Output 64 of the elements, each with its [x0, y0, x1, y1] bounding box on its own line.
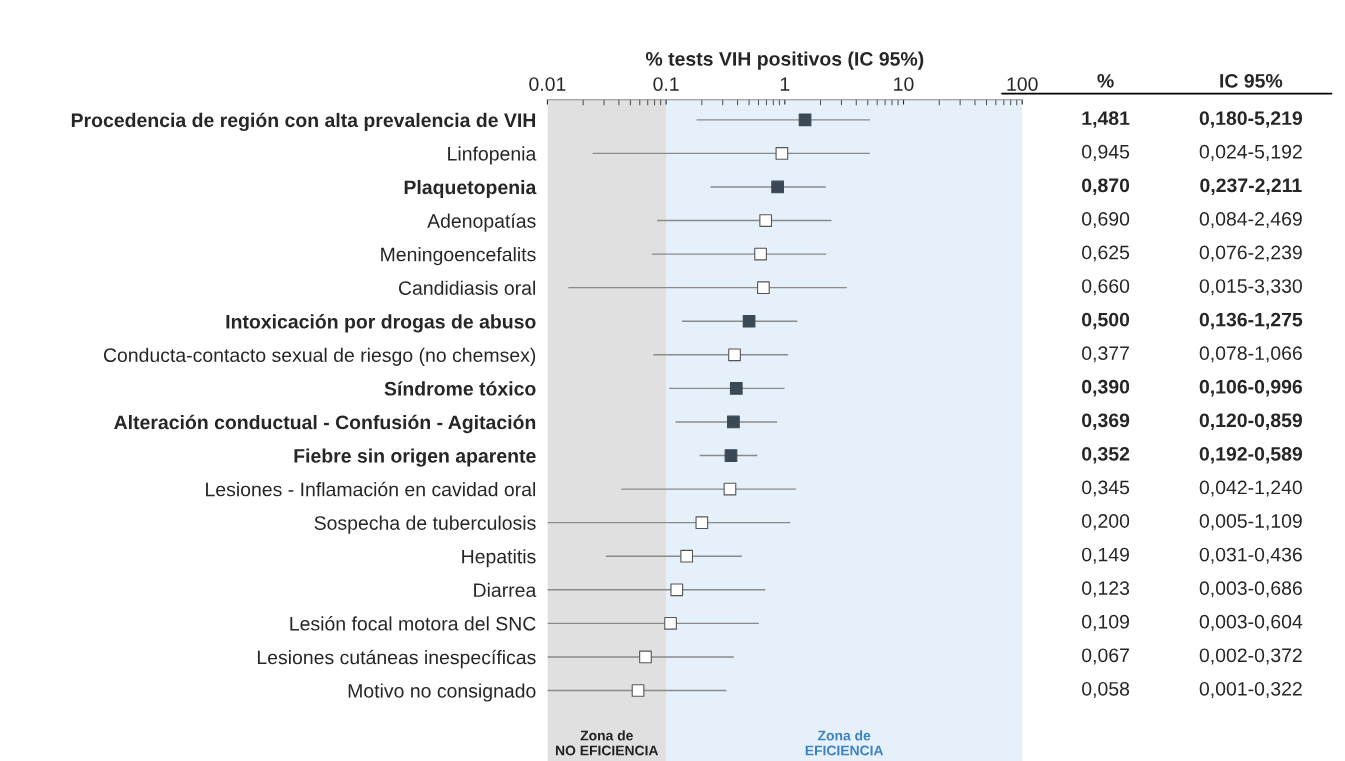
y-tick-label: Sospecha de tuberculosis — [314, 515, 536, 534]
data-label: 0,345 — [1082, 480, 1130, 497]
x-tick-label: 0.1 — [653, 77, 679, 91]
text: 0,120-0,859 — [1199, 413, 1303, 430]
y-tick-label: Fiebre sin origen aparente — [294, 448, 536, 467]
x-tick-label: 0.01 — [529, 77, 566, 91]
text: 0,237-2,211 — [1200, 178, 1302, 196]
data-label: 0,067 — [1082, 648, 1129, 665]
data-label: 1,481 — [1082, 111, 1130, 128]
text: 0,076-2,239 — [1199, 245, 1302, 262]
x-axis-title: % tests VIH positivos (IC 95%) — [645, 51, 924, 70]
y-tick-label: Diarrea — [474, 582, 537, 598]
text: 0,003-0,686 — [1199, 581, 1302, 598]
data-label: 0,625 — [1082, 245, 1130, 262]
y-tick-label: Candidiasis oral — [398, 280, 536, 295]
data-label: 0,123 — [1082, 581, 1130, 598]
text: 0,078-1,066 — [1199, 346, 1302, 363]
y-tick-label: Síndrome tóxico — [384, 381, 536, 396]
data-label: 0,660 — [1082, 279, 1130, 296]
text: 0,106-0,996 — [1199, 379, 1303, 397]
data-label: 0,390 — [1082, 379, 1130, 397]
band-label: Zona de EFICIENCIA — [805, 730, 884, 756]
text: 0,031-0,436 — [1199, 547, 1302, 564]
text: 0,015-3,330 — [1199, 279, 1302, 296]
data-label: 0,500 — [1082, 312, 1130, 330]
text: 0,001-0,322 — [1199, 681, 1302, 699]
data-label: 0,352 — [1082, 446, 1130, 464]
text: 0,192-0,589 — [1199, 446, 1303, 464]
text: IC 95% — [1220, 73, 1283, 88]
y-tick-label: Alteración conductual - Confusión - Agitación — [114, 414, 536, 434]
y-tick-label: Adenopatías — [427, 213, 536, 232]
x-tick-label: 10 — [894, 77, 914, 91]
text: 0,002-0,372 — [1199, 648, 1302, 665]
data-label: 0,377 — [1082, 346, 1129, 363]
text: 0,180-5,219 — [1199, 111, 1303, 128]
data-label: 0,945 — [1082, 144, 1130, 161]
data-label: 0,870 — [1082, 178, 1130, 196]
text: 0,005-1,109 — [1199, 514, 1302, 531]
text: 0,003-0,604 — [1199, 614, 1303, 631]
data-label: 0,369 — [1082, 413, 1130, 430]
y-tick-label: Linfopenia — [448, 146, 537, 165]
text: 0,042-1,240 — [1199, 480, 1302, 497]
data-label: 0,058 — [1082, 681, 1130, 699]
text: % — [1097, 73, 1114, 88]
y-tick-label: Conducta-contacto sexual de riesgo (no chemsex) — [103, 347, 536, 366]
x-tick-label: 1 — [780, 77, 790, 91]
y-tick-label: Meningoencefalits — [381, 247, 536, 266]
y-tick-label: Lesiones - Inflamación en cavidad oral — [206, 481, 536, 497]
y-tick-label: Lesión focal motora del SNC — [290, 616, 536, 631]
y-tick-label: Motivo no consignado — [348, 683, 536, 702]
y-tick-label: Plaquetopenia — [404, 179, 537, 199]
band-label: Zona de NO EFICIENCIA — [555, 730, 659, 756]
y-tick-label: Lesiones cutáneas inespecíficas — [257, 649, 536, 669]
data-label: 0,149 — [1082, 547, 1129, 564]
text: 0,084-2,469 — [1199, 211, 1302, 229]
y-tick-label: Hepatitis — [462, 549, 536, 568]
data-label: 0,200 — [1082, 514, 1130, 531]
data-label: 0,109 — [1082, 614, 1129, 631]
x-tick-label: 100 — [1007, 77, 1038, 91]
text: 0,024-5,192 — [1199, 144, 1302, 161]
y-tick-label: Procedencia de región con alta prevalencia de VIH — [71, 112, 536, 132]
y-tick-label: Intoxicación por drogas de abuso — [226, 314, 536, 333]
data-label: 0,690 — [1082, 211, 1130, 229]
text: 0,136-1,275 — [1199, 312, 1303, 330]
